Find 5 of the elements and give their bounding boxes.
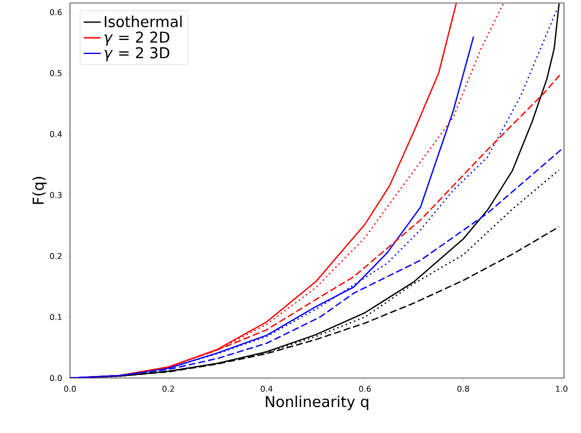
legend-label: γ = 2 3D xyxy=(104,47,170,62)
legend-label: γ = 2 2D xyxy=(104,32,170,46)
y-axis-title: F(q) xyxy=(32,176,47,204)
x-axis-title: Nonlinearity q xyxy=(266,396,368,410)
legend-label: Isothermal xyxy=(104,16,182,28)
